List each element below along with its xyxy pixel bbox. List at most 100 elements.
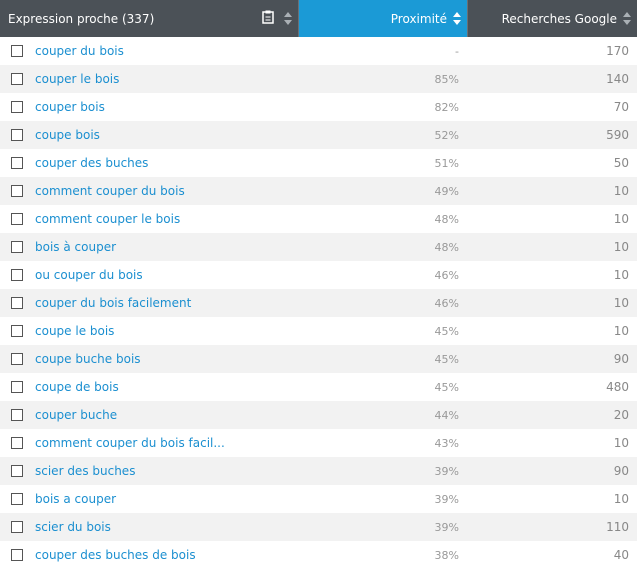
expression-link[interactable]: ou couper du bois bbox=[35, 268, 143, 282]
checkbox[interactable] bbox=[11, 549, 23, 561]
checkbox[interactable] bbox=[11, 157, 23, 169]
expression-link[interactable]: couper des buches bbox=[35, 156, 149, 170]
checkbox[interactable] bbox=[11, 129, 23, 141]
expression-link[interactable]: bois a couper bbox=[35, 492, 117, 506]
checkbox[interactable] bbox=[11, 409, 23, 421]
searches-cell: 10 bbox=[613, 184, 629, 198]
expression-link[interactable]: coupe le bois bbox=[35, 324, 115, 338]
table-body: couper du bois -170 couper le bois 85% 140 co… bbox=[0, 37, 637, 566]
checkbox[interactable] bbox=[11, 437, 23, 449]
proximity-cell: 52% bbox=[434, 128, 459, 142]
searches-cell: 70 bbox=[613, 100, 629, 114]
sort-icon[interactable] bbox=[622, 11, 632, 27]
proximity-cell: 38% bbox=[434, 548, 459, 562]
expression-link[interactable]: couper buche bbox=[35, 408, 118, 422]
proximity-cell: 48% bbox=[434, 240, 459, 254]
header-cell[interactable]: Recherches Google bbox=[467, 0, 637, 37]
checkbox[interactable] bbox=[11, 325, 23, 337]
checkbox[interactable] bbox=[11, 493, 23, 505]
table-row: coupe buche bois 45% 90 bbox=[0, 345, 637, 373]
searches-cell: 110 bbox=[606, 520, 629, 534]
searches-cell: 170 bbox=[606, 44, 629, 58]
table-row: bois a couper 39% 10 bbox=[0, 485, 637, 513]
checkbox[interactable] bbox=[11, 269, 23, 281]
table-row: scier des buches 39% 90 bbox=[0, 457, 637, 485]
checkbox[interactable] bbox=[11, 521, 23, 533]
expression-cell: coupe le bois bbox=[0, 324, 299, 338]
searches-cell: 10 bbox=[613, 268, 629, 282]
expression-link[interactable]: couper du bois facilement bbox=[35, 296, 192, 310]
expression-link[interactable]: comment couper du bois facil... bbox=[35, 436, 225, 450]
expression-cell: coupe buche bois bbox=[0, 352, 299, 366]
checkbox[interactable] bbox=[11, 465, 23, 477]
expression-cell: couper du bois bbox=[0, 44, 299, 58]
expression-cell: coupe bois bbox=[0, 128, 299, 142]
expression-cell: couper des buches bbox=[0, 156, 299, 170]
expression-link[interactable]: couper le bois bbox=[35, 72, 120, 86]
expression-link[interactable]: couper bois bbox=[35, 100, 105, 114]
checkbox[interactable] bbox=[11, 241, 23, 253]
searches-cell: 10 bbox=[613, 296, 629, 310]
table-row: couper bois 82% 70 bbox=[0, 93, 637, 121]
searches-cell: 10 bbox=[613, 240, 629, 254]
checkbox[interactable] bbox=[11, 45, 23, 57]
table-row: ou couper du bois 46% 10 bbox=[0, 261, 637, 289]
searches-cell: 10 bbox=[613, 212, 629, 226]
expression-cell: couper des buches de bois bbox=[0, 548, 299, 562]
expression-cell: bois à couper bbox=[0, 240, 299, 254]
searches-cell: 10 bbox=[613, 492, 629, 506]
proximity-cell: 49% bbox=[434, 184, 459, 198]
expression-link[interactable]: comment couper du bois bbox=[35, 184, 185, 198]
header-label: Proximité bbox=[390, 11, 447, 26]
expression-link[interactable]: couper des buches de bois bbox=[35, 548, 196, 562]
expression-link[interactable]: scier du bois bbox=[35, 520, 111, 534]
sort-icon[interactable] bbox=[452, 11, 462, 27]
header-cell[interactable]: Expression proche (337) bbox=[0, 0, 299, 37]
table-row: scier du bois 39% 110 bbox=[0, 513, 637, 541]
header-cell[interactable]: Proximité bbox=[299, 0, 467, 37]
proximity-cell: - bbox=[455, 44, 459, 58]
expression-link[interactable]: coupe bois bbox=[35, 128, 100, 142]
expression-cell: comment couper le bois bbox=[0, 212, 299, 226]
table-row: couper des buches de bois 38% 40 bbox=[0, 541, 637, 566]
expression-link[interactable]: coupe de bois bbox=[35, 380, 119, 394]
table-row: coupe de bois 45% 480 bbox=[0, 373, 637, 401]
table-row: couper du bois - 170 bbox=[0, 37, 637, 65]
searches-cell: 20 bbox=[613, 408, 629, 422]
searches-cell: 50 bbox=[613, 156, 629, 170]
table-row: couper du bois facilement 46% 10 bbox=[0, 289, 637, 317]
checkbox[interactable] bbox=[11, 353, 23, 365]
proximity-cell: 46% bbox=[434, 296, 459, 310]
table-row: coupe le bois 45% 10 bbox=[0, 317, 637, 345]
table-row: comment couper du bois facil... 43% 10 bbox=[0, 429, 637, 457]
checkbox[interactable] bbox=[11, 185, 23, 197]
proximity-cell: 45% bbox=[434, 352, 459, 366]
checkbox[interactable] bbox=[11, 73, 23, 85]
table-row: couper des buches 51% 50 bbox=[0, 149, 637, 177]
table-row: couper le bois 85% 140 bbox=[0, 65, 637, 93]
expression-link[interactable]: scier des buches bbox=[35, 464, 136, 478]
expression-cell: ou couper du bois bbox=[0, 268, 299, 282]
proximity-cell: 45% bbox=[434, 380, 459, 394]
expression-cell: couper le bois bbox=[0, 72, 299, 86]
searches-cell: 140 bbox=[606, 72, 629, 86]
proximity-cell: 39% bbox=[434, 492, 459, 506]
expression-cell: couper buche bbox=[0, 408, 299, 422]
clipboard-icon[interactable] bbox=[262, 10, 274, 24]
checkbox[interactable] bbox=[11, 297, 23, 309]
table-row: bois à couper 48% 10 bbox=[0, 233, 637, 261]
table-header: Expression proche (337) Proximité Recher… bbox=[0, 0, 637, 37]
expression-link[interactable]: bois à couper bbox=[35, 240, 117, 254]
expression-link[interactable]: couper du bois bbox=[35, 44, 124, 58]
expression-link[interactable]: coupe buche bois bbox=[35, 352, 141, 366]
checkbox[interactable] bbox=[11, 381, 23, 393]
checkbox[interactable] bbox=[11, 101, 23, 113]
sort-icon[interactable] bbox=[283, 11, 293, 27]
expression-link[interactable]: comment couper le bois bbox=[35, 212, 181, 226]
proximity-cell: 46% bbox=[434, 268, 459, 282]
proximity-cell: 39% bbox=[434, 520, 459, 534]
table-row: comment couper le bois 48% 10 bbox=[0, 205, 637, 233]
checkbox[interactable] bbox=[11, 213, 23, 225]
searches-cell: 10 bbox=[613, 436, 629, 450]
